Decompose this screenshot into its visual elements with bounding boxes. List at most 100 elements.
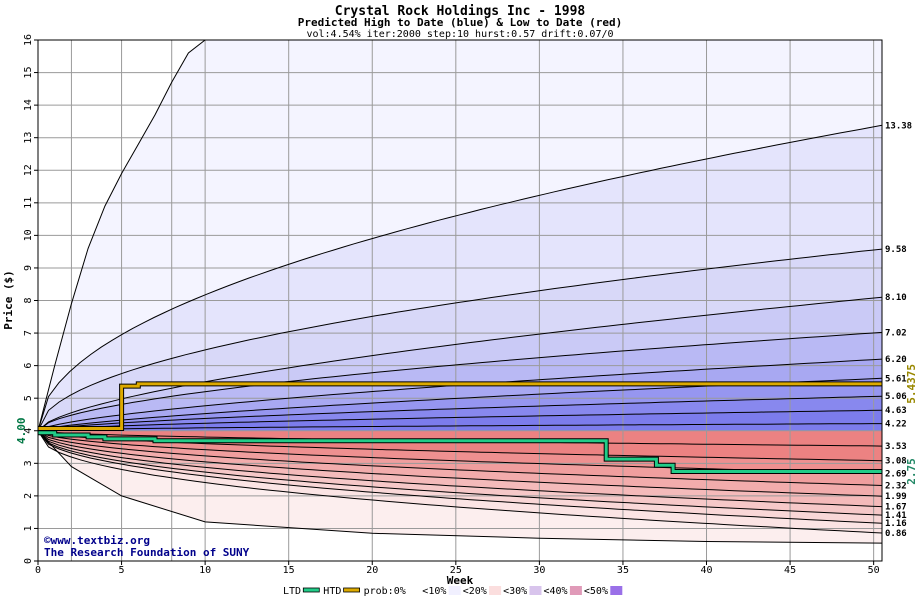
- end-value-label: 9.58: [885, 245, 907, 255]
- high-quantile-line: [37, 331, 883, 432]
- series-lines: [38, 381, 882, 474]
- legend-label: <10%: [422, 586, 446, 597]
- legend-label: LTD: [283, 586, 301, 597]
- legend-box-swatch: [408, 586, 421, 595]
- htd-line: [38, 382, 882, 430]
- high-quantile-line: [37, 248, 883, 432]
- low-band: [38, 430, 882, 507]
- legend-label: <20%: [463, 586, 487, 597]
- end-value-label: 2.32: [885, 481, 907, 491]
- legend-box-swatch: [448, 586, 461, 595]
- end-value-label: 2.69: [885, 469, 907, 479]
- ltd-end-label: 2.75: [905, 458, 918, 485]
- y-tick-label: 12: [23, 164, 34, 176]
- end-value-labels: 13.38 9.58 8.10 7.02 6.20 5.61 5.06 4.63 4.22 3.5…: [885, 121, 912, 539]
- legend-label: <30%: [503, 586, 527, 597]
- high-quantile-line: [37, 423, 882, 432]
- x-tick-label: 40: [700, 565, 712, 576]
- x-axis-ticks: 0 5 10 15 20 25 30 35 40 45 50: [35, 561, 880, 576]
- legend-line-swatch: [343, 587, 361, 593]
- low-band: [38, 430, 882, 544]
- low-quantile-line: [37, 430, 883, 516]
- legend-box-swatch: [529, 586, 542, 595]
- end-value-label: 1.16: [885, 519, 907, 529]
- high-band: [38, 410, 882, 431]
- y-tick-label: 5: [23, 395, 34, 401]
- legend: LTD HTD prob:0% <10% <20% <30% <40% <50%: [283, 586, 623, 597]
- low-quantile-line: [37, 430, 883, 534]
- start-price-label: 4.00: [15, 418, 28, 445]
- y-tick-label: 4: [23, 428, 34, 434]
- end-value-label: 7.02: [885, 328, 907, 338]
- y-tick-label: 10: [23, 229, 34, 241]
- end-value-label: 1.99: [885, 492, 907, 502]
- y-tick-label: 9: [23, 265, 34, 271]
- x-tick-label: 5: [119, 565, 125, 576]
- y-tick-label: 11: [23, 197, 34, 209]
- low-band: [38, 430, 882, 533]
- high-quantile-line: [37, 296, 883, 432]
- chart-title: Crystal Rock Holdings Inc - 1998: [335, 4, 586, 19]
- low-quantile-line: [37, 430, 883, 486]
- high-band: [38, 396, 882, 431]
- x-axis-label: Week: [447, 574, 474, 587]
- legend-box-swatch: [489, 586, 502, 595]
- end-value-label: 13.38: [885, 121, 912, 131]
- legend-label: HTD: [323, 586, 341, 597]
- end-value-label: 8.10: [885, 293, 907, 303]
- credits-organization: The Research Foundation of SUNY: [44, 546, 250, 559]
- y-tick-label: 3: [23, 460, 34, 466]
- x-tick-label: 10: [199, 565, 211, 576]
- y-tick-label: 6: [23, 363, 34, 369]
- low-quantile-line: [37, 430, 883, 524]
- end-value-label: 0.86: [885, 529, 907, 539]
- end-value-label: 5.06: [885, 392, 907, 402]
- y-tick-label: 2: [23, 493, 34, 499]
- grid-lines: [37, 39, 882, 562]
- chart-subtitle: Predicted High to Date (blue) & Low to D…: [298, 16, 623, 29]
- high-band: [38, 359, 882, 431]
- x-tick-label: 30: [533, 565, 545, 576]
- legend-label: prob:0%: [364, 586, 406, 597]
- low-quantile-line: [37, 430, 883, 497]
- low-band: [38, 430, 882, 524]
- x-tick-label: 20: [366, 565, 378, 576]
- x-tick-label: 25: [450, 565, 462, 576]
- end-value-label: 1.41: [885, 511, 907, 521]
- y-tick-label: 1: [23, 525, 34, 531]
- end-value-label: 3.53: [885, 442, 907, 452]
- y-tick-label: 8: [23, 297, 34, 303]
- high-quantile-line: [37, 395, 883, 432]
- low-quantile-line: [37, 430, 883, 508]
- high-band: [38, 249, 882, 431]
- legend-line-swatch: [302, 587, 320, 593]
- y-tick-label: 16: [23, 34, 34, 46]
- high-quantile-line: [37, 409, 883, 432]
- end-value-label: 3.08: [885, 457, 907, 467]
- legend-label: <50%: [584, 586, 608, 597]
- outer-high-line: [37, 39, 206, 431]
- legend-label: <40%: [544, 586, 568, 597]
- y-axis-label: Price ($): [2, 270, 15, 330]
- end-value-label: 4.63: [885, 406, 907, 416]
- outer-low-line: [37, 430, 883, 544]
- y-tick-label: 0: [23, 558, 34, 564]
- y-tick-label: 15: [23, 67, 34, 79]
- ltd-line: [38, 431, 882, 473]
- x-tick-label: 15: [283, 565, 295, 576]
- x-tick-label: 35: [617, 565, 629, 576]
- end-value-label: 4.22: [885, 420, 907, 430]
- credits-website: ©www.textbiz.org: [44, 534, 150, 547]
- y-tick-label: 13: [23, 132, 34, 144]
- low-band: [38, 430, 882, 516]
- end-value-label: 1.67: [885, 503, 907, 513]
- legend-box-swatch: [610, 586, 623, 595]
- end-value-label: 6.20: [885, 355, 907, 365]
- legend-box-swatch: [569, 586, 582, 595]
- x-tick-label: 45: [784, 565, 796, 576]
- high-band: [38, 125, 882, 431]
- end-value-label: 5.61: [885, 374, 907, 384]
